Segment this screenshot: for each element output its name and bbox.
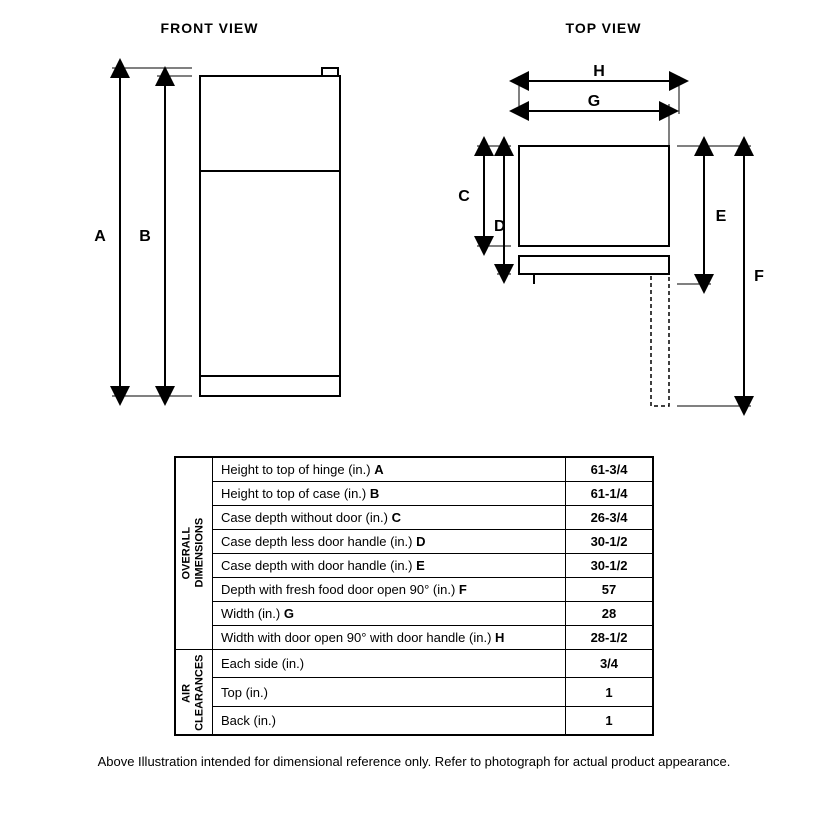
label-d: D	[494, 218, 506, 235]
label-a: A	[94, 228, 106, 245]
table-row: Case depth less door handle (in.) D30-1/…	[175, 530, 653, 554]
label-g: G	[587, 93, 599, 110]
label-c: C	[458, 188, 470, 205]
table-row: Depth with fresh food door open 90° (in.…	[175, 578, 653, 602]
spec-table: OVERALL DIMENSIONS Height to top of hing…	[174, 456, 654, 736]
table-row: Height to top of case (in.) B61-1/4	[175, 482, 653, 506]
top-view-title: TOP VIEW	[439, 20, 769, 36]
views-row: FRONT VIEW A	[20, 20, 808, 426]
footnote-text: Above Illustration intended for dimensio…	[20, 754, 808, 769]
label-h: H	[593, 63, 605, 80]
top-view-diagram: H G C D E	[439, 56, 769, 426]
section-overall: OVERALL DIMENSIONS	[175, 457, 213, 650]
table-row: Case depth with door handle (in.) E30-1/…	[175, 554, 653, 578]
table-row: Back (in.)1	[175, 706, 653, 735]
front-view-title: FRONT VIEW	[60, 20, 360, 36]
front-view-diagram: A B	[60, 56, 360, 426]
table-row: OVERALL DIMENSIONS Height to top of hing…	[175, 457, 653, 482]
top-view-column: TOP VIEW H G C	[439, 20, 769, 426]
table-row: Width with door open 90° with door handl…	[175, 626, 653, 650]
table-row: Width (in.) G28	[175, 602, 653, 626]
label-f: F	[754, 268, 764, 285]
section-air: AIR CLEARANCES	[175, 650, 213, 736]
label-b: B	[139, 228, 151, 245]
table-row: Case depth without door (in.) C26-3/4	[175, 506, 653, 530]
table-row: Top (in.)1	[175, 678, 653, 706]
label-e: E	[715, 208, 726, 225]
front-view-column: FRONT VIEW A	[60, 20, 360, 426]
table-row: AIR CLEARANCES Each side (in.)3/4	[175, 650, 653, 678]
spec-table-wrap: OVERALL DIMENSIONS Height to top of hing…	[174, 456, 654, 736]
